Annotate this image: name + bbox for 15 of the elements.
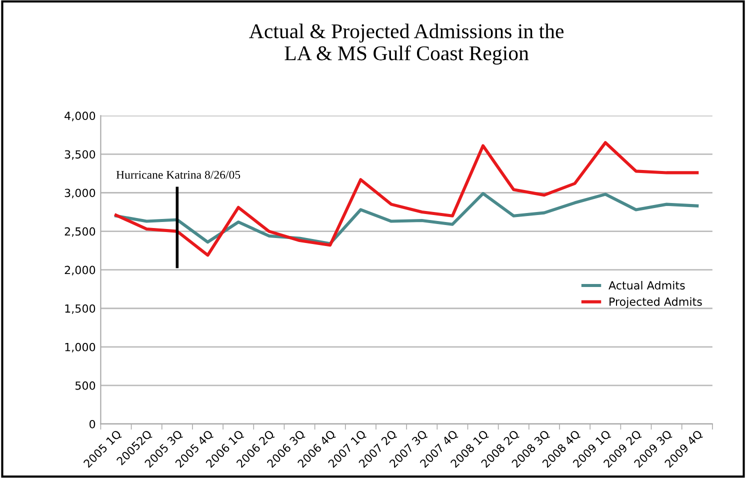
y-tick-label: 0 <box>90 420 96 428</box>
y-tick-label: 500 <box>76 381 96 390</box>
line-series <box>114 141 699 257</box>
y-tick-label: 1,000 <box>65 342 96 352</box>
y-tick-label: 2,500 <box>64 227 96 237</box>
line-series <box>114 192 699 246</box>
y-tick-label: 2,000 <box>64 266 96 276</box>
y-tick-label: 1,500 <box>65 304 96 314</box>
legend-label: Actual Admits <box>608 280 685 290</box>
legend-label: Projected Admits <box>610 297 702 308</box>
ref-line-label: Hurricane Katrina 8/26/05 <box>116 170 240 179</box>
y-tick-label: 3,000 <box>64 188 96 198</box>
y-tick-label: 3,500 <box>64 150 96 160</box>
chart-title: Actual & Projected Admissions in the LA & MS Gulf Coast Region <box>249 24 564 65</box>
y-tick-label: 4,000 <box>64 112 96 122</box>
